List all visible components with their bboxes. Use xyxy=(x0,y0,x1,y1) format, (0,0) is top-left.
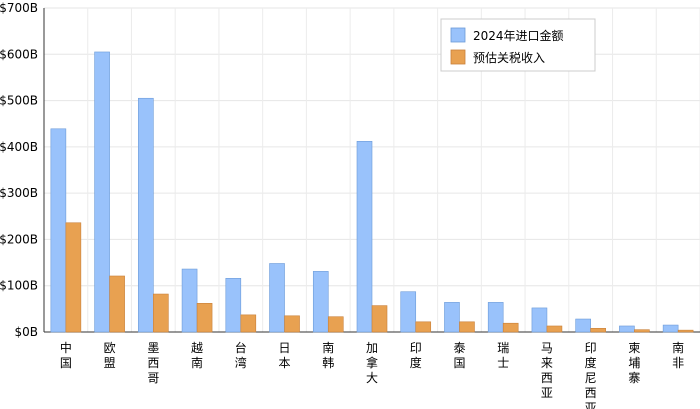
bar-import xyxy=(225,278,242,333)
bar-import xyxy=(575,318,591,333)
bar-tariff xyxy=(153,293,169,333)
bar-import xyxy=(94,51,110,333)
y-tick-label: $200B xyxy=(0,232,38,246)
bar-tariff xyxy=(109,275,125,333)
x-category-label: 台湾 xyxy=(235,340,247,370)
x-category-label: 欧盟 xyxy=(104,341,116,370)
x-category-label: 加拿大 xyxy=(366,341,378,385)
bar-tariff xyxy=(240,314,257,333)
bar-tariff xyxy=(677,329,694,333)
bar-import xyxy=(138,97,154,333)
x-category-label: 印度尼西亚 xyxy=(585,341,597,409)
x-category-label: 中国 xyxy=(60,340,72,370)
y-tick-label: $0B xyxy=(14,325,38,339)
bar-tariff xyxy=(634,329,650,333)
bar-tariff xyxy=(502,322,519,333)
bar-import xyxy=(487,302,504,333)
legend-box xyxy=(440,18,596,72)
x-category-label: 泰国 xyxy=(453,341,465,370)
bar-import xyxy=(619,325,635,333)
bar-import xyxy=(662,324,679,333)
x-category-label: 瑞士 xyxy=(497,341,509,370)
bar-tariff xyxy=(415,321,432,333)
x-category-labels: 中国 欧盟 墨西哥 越南 台湾 日本 南韩 加拿大 印度 泰国 瑞士 马来西亚 印度尼西亚 柬埔寨 南非 xyxy=(60,340,684,409)
bar-tariff xyxy=(284,315,300,333)
bar-tariff xyxy=(65,222,82,333)
bar-import xyxy=(531,307,548,333)
y-tick-label: $100B xyxy=(0,279,38,293)
bar-import xyxy=(444,302,460,333)
bar-import xyxy=(356,141,373,333)
y-tick-labels: $0B $100B $200B $300B $400B $500B $600B $700B xyxy=(0,1,38,339)
bar-tariff xyxy=(590,327,606,333)
x-category-label: 南非 xyxy=(672,340,684,370)
y-tick-label: $300B xyxy=(0,186,38,200)
bar-tariff xyxy=(546,325,563,333)
legend-label-import: 2024年进口金额 xyxy=(473,28,564,43)
bar-import xyxy=(269,263,285,333)
y-tick-label: $500B xyxy=(0,94,38,108)
y-tick-label: $600B xyxy=(0,47,38,61)
bar-tariff xyxy=(371,305,388,333)
y-tick-label: $400B xyxy=(0,140,38,154)
legend-label-tariff: 预估关税收入 xyxy=(473,51,545,65)
y-tick-label: $700B xyxy=(0,1,38,15)
bar-tariff xyxy=(459,321,475,333)
x-category-label: 马来西亚 xyxy=(541,341,553,400)
bar-import xyxy=(312,271,329,333)
grid-lines xyxy=(43,7,700,332)
x-category-label: 南韩 xyxy=(322,340,334,370)
legend-swatch-tariff xyxy=(450,49,466,65)
bar-import xyxy=(400,291,417,333)
bar-tariff xyxy=(196,303,213,333)
bars xyxy=(50,51,694,333)
bar-import xyxy=(50,128,67,333)
x-category-label: 越南 xyxy=(191,341,203,370)
bar-import xyxy=(181,268,198,333)
bar-tariff xyxy=(327,316,344,333)
x-category-label: 柬埔寨 xyxy=(628,341,640,385)
x-category-label: 印度 xyxy=(410,341,422,370)
x-category-label: 日本 xyxy=(279,341,291,370)
x-category-label: 墨西哥 xyxy=(147,341,159,385)
legend: 2024年进口金额 预估关税收入 xyxy=(440,18,596,72)
legend-swatch-import xyxy=(450,27,466,43)
